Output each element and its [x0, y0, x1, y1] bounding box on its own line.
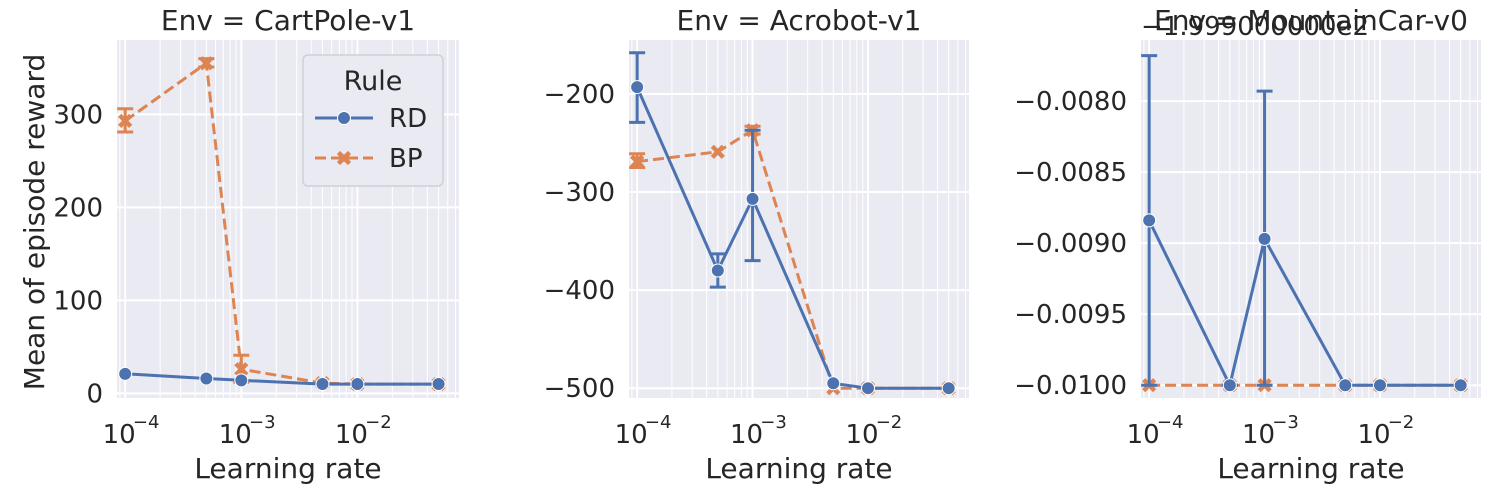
y-tick-label: −500 — [544, 374, 615, 404]
legend-label-bp: BP — [389, 144, 423, 174]
series-group — [1141, 54, 1468, 393]
series-rd — [1141, 54, 1468, 393]
data-point-rd — [1453, 378, 1468, 393]
x-tick-label: 10 — [1357, 420, 1390, 450]
data-point-rd — [745, 191, 760, 206]
x-tick-label: 10 — [730, 420, 763, 450]
data-point-rd — [199, 371, 214, 386]
y-tick-label: −0.0080 — [1014, 87, 1127, 117]
data-point-bp-stroke-b — [234, 362, 249, 377]
legend-label-rd: RD — [389, 104, 427, 134]
y-tick-label: −0.0090 — [1014, 229, 1127, 259]
chart-title: Env = Acrobot-v1 — [677, 4, 922, 37]
legend-title: Rule — [344, 66, 403, 97]
y-tick-label: −400 — [544, 276, 615, 306]
data-point-bp — [199, 56, 214, 71]
y-tick-label: 0 — [86, 379, 103, 409]
y-tick-label: −0.0100 — [1014, 371, 1127, 401]
x-tick-label: 10 — [1242, 420, 1275, 450]
data-point-rd — [941, 381, 956, 396]
data-point-bp-stroke-b — [710, 144, 725, 159]
data-point-rd — [1372, 378, 1387, 393]
data-point-bp — [118, 113, 133, 128]
data-point-bp-stroke-b — [199, 56, 214, 71]
x-axis-label: Learning rate — [705, 452, 892, 485]
x-tick-exponent: −3 — [1272, 412, 1299, 433]
plot-area — [1141, 40, 1481, 398]
x-axis-label: Learning rate — [194, 452, 381, 485]
x-tick-exponent: −2 — [1388, 412, 1415, 433]
data-point-bp-stroke-b — [118, 113, 133, 128]
series-line-rd — [1147, 219, 1461, 390]
data-point-rd — [826, 376, 841, 391]
data-point-rd — [1338, 378, 1353, 393]
legend-marker-rd — [337, 111, 351, 125]
data-point-rd — [710, 263, 725, 278]
data-point-rd — [350, 377, 365, 392]
chart-title: Env = MountainCar-v0 — [1154, 4, 1468, 37]
data-point-rd — [1222, 378, 1237, 393]
y-tick-label: −300 — [544, 178, 615, 208]
legend-marker-bp — [336, 150, 352, 166]
y-axis-label: Mean of episode reward — [18, 54, 51, 390]
x-tick-exponent: −4 — [645, 412, 672, 433]
x-tick-exponent: −2 — [365, 412, 392, 433]
data-point-rd — [1257, 231, 1272, 246]
panel-3: 10−4 10−3 10−2−0.0100−0.0095−0.0090−0.0085… — [1014, 4, 1481, 485]
plot-area — [629, 40, 969, 398]
data-point-bp — [710, 144, 725, 159]
legend-marker-bp-stroke-b — [336, 150, 352, 166]
chart-title: Env = CartPole-v1 — [161, 4, 415, 37]
x-tick-exponent: −2 — [876, 412, 903, 433]
data-point-rd — [860, 381, 875, 396]
data-point-rd — [630, 80, 645, 95]
data-point-bp-stroke-b — [630, 154, 645, 169]
x-tick-label: 10 — [103, 420, 136, 450]
series-group — [117, 56, 446, 392]
x-tick-label: 10 — [219, 420, 252, 450]
axis-offset-label: −1.999000000e2 — [1141, 12, 1369, 42]
series-line-rd — [125, 372, 439, 386]
x-tick-exponent: −4 — [133, 412, 160, 433]
series-group — [629, 51, 956, 396]
series-line-rd — [635, 86, 949, 390]
y-tick-label: 100 — [53, 286, 103, 316]
legend: Rule RD BP — [302, 54, 444, 187]
x-tick-label: 10 — [1127, 420, 1160, 450]
y-tick-label: −0.0095 — [1014, 300, 1127, 330]
data-point-bp — [630, 154, 645, 169]
y-tick-label: −200 — [544, 80, 615, 110]
data-point-rd — [431, 377, 446, 392]
x-tick-exponent: −3 — [249, 412, 276, 433]
data-point-rd — [315, 377, 330, 392]
data-point-rd — [1142, 213, 1157, 228]
y-tick-label: 200 — [53, 193, 103, 223]
x-tick-exponent: −3 — [760, 412, 787, 433]
x-tick-label: 10 — [615, 420, 648, 450]
series-rd — [629, 51, 956, 396]
x-tick-label: 10 — [845, 420, 878, 450]
data-point-rd — [234, 373, 249, 388]
y-tick-label: 300 — [53, 100, 103, 130]
data-point-bp — [234, 362, 249, 377]
x-tick-label: 10 — [335, 420, 368, 450]
x-tick-exponent: −4 — [1157, 412, 1184, 433]
y-tick-label: −0.0085 — [1014, 158, 1127, 188]
data-point-rd — [118, 366, 133, 381]
gridlines — [117, 40, 459, 398]
series-rd — [118, 366, 446, 392]
x-axis-label: Learning rate — [1217, 452, 1404, 485]
